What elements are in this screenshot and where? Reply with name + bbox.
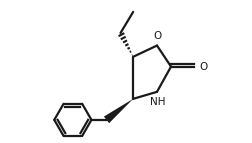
Text: O: O xyxy=(153,31,161,41)
Text: O: O xyxy=(198,62,206,72)
Text: NH: NH xyxy=(149,97,165,107)
Polygon shape xyxy=(104,99,133,123)
